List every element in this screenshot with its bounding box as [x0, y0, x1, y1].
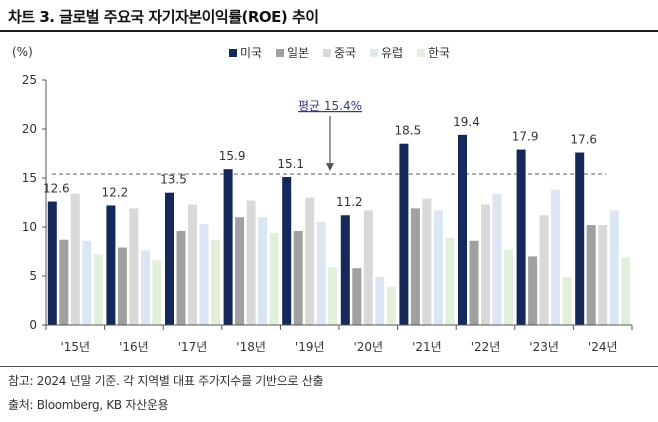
data-label-'15년: 12.6 — [43, 182, 70, 196]
bar-미국-'19년 — [282, 177, 292, 325]
bar-중국-'22년 — [481, 204, 490, 325]
data-label-'23년: 17.9 — [512, 130, 539, 144]
bar-유럽-'20년 — [375, 276, 385, 325]
legend-swatch-한국 — [417, 49, 425, 57]
bar-중국-'24년 — [598, 225, 608, 325]
bar-한국-'19년 — [328, 267, 338, 325]
x-tick-label: '16년 — [119, 340, 149, 354]
bar-한국-'16년 — [152, 260, 162, 325]
legend-label-미국: 미국 — [240, 46, 262, 60]
bar-일본-'16년 — [117, 247, 127, 325]
bar-중국-'23년 — [539, 215, 549, 325]
bar-한국-'18년 — [269, 232, 279, 325]
legend-swatch-미국 — [229, 49, 237, 57]
footnote-note: 참고: 2024 년말 기준. 각 지역별 대표 주가지수를 기반으로 산출 — [8, 374, 324, 388]
y-tick-label: 20 — [22, 122, 37, 136]
bar-한국-'20년 — [386, 286, 396, 325]
data-label-'24년: 17.6 — [570, 133, 597, 147]
bar-미국-'15년 — [47, 201, 57, 325]
y-axis-unit-label: (%) — [12, 45, 33, 59]
bar-유럽-'15년 — [82, 240, 92, 325]
bar-미국-'20년 — [340, 215, 350, 325]
legend-swatch-중국 — [323, 49, 331, 57]
bar-일본-'24년 — [586, 225, 596, 325]
chart-title: 차트 3. 글로벌 주요국 자기자본이익률(ROE) 추이 — [8, 8, 319, 26]
bar-일본-'17년 — [176, 230, 186, 325]
bar-미국-'16년 — [106, 205, 116, 325]
bar-미국-'18년 — [223, 169, 233, 325]
bar-일본-'20년 — [352, 268, 362, 325]
bar-유럽-'16년 — [140, 250, 150, 325]
legend-swatch-일본 — [276, 49, 284, 57]
bar-중국-'21년 — [422, 198, 432, 325]
data-label-'16년: 12.2 — [102, 185, 129, 199]
data-label-'22년: 19.4 — [453, 115, 480, 129]
y-tick-label: 10 — [22, 220, 37, 234]
bar-일본-'21년 — [410, 208, 420, 325]
average-annotation-label: 평균 15.4% — [298, 99, 362, 113]
bar-중국-'18년 — [246, 200, 256, 325]
bar-중국-'15년 — [70, 193, 80, 325]
legend-label-중국: 중국 — [334, 46, 356, 60]
x-tick-label: '20년 — [353, 340, 383, 354]
roe-bar-chart: (%) 0 5 10 15 20 25 '15년 '16년 '17년 '18년 '19년 '20년 '21… — [12, 45, 633, 354]
annotation-arrow-head — [326, 163, 334, 172]
bar-일본-'18년 — [235, 217, 245, 325]
bar-한국-'23년 — [562, 276, 572, 325]
x-tick-label: '18년 — [236, 340, 266, 354]
bar-유럽-'21년 — [433, 210, 443, 325]
bar-유럽-'24년 — [609, 210, 619, 325]
footnote-source: 출처: Bloomberg, KB 자산운용 — [8, 398, 169, 412]
x-tick-label: '15년 — [60, 340, 90, 354]
x-tick-label: '19년 — [295, 340, 325, 354]
bar-유럽-'22년 — [492, 193, 502, 325]
bar-일본-'15년 — [59, 239, 69, 325]
bar-미국-'23년 — [516, 149, 526, 325]
bar-한국-'21년 — [445, 237, 455, 325]
bar-중국-'20년 — [363, 210, 373, 325]
bar-유럽-'18년 — [258, 217, 268, 325]
bar-유럽-'19년 — [316, 222, 326, 325]
bar-일본-'23년 — [528, 256, 538, 325]
bar-중국-'17년 — [188, 204, 197, 325]
legend-label-유럽: 유럽 — [381, 46, 403, 60]
bar-미국-'24년 — [575, 152, 585, 325]
y-tick-label: 15 — [22, 171, 37, 185]
bar-한국-'22년 — [504, 249, 513, 325]
bar-중국-'19년 — [305, 197, 315, 325]
bar-일본-'19년 — [293, 230, 303, 325]
y-tick-label: 25 — [22, 73, 37, 87]
data-label-'18년: 15.9 — [219, 149, 246, 163]
bar-유럽-'23년 — [551, 189, 561, 325]
bar-한국-'24년 — [621, 257, 631, 325]
x-tick-label: '23년 — [529, 340, 559, 354]
footer-divider — [0, 366, 658, 367]
x-tick-label: '24년 — [588, 340, 618, 354]
data-label-'17년: 13.5 — [160, 173, 187, 187]
data-label-'19년: 15.1 — [277, 157, 304, 171]
bar-한국-'15년 — [93, 254, 103, 325]
legend-label-일본: 일본 — [287, 46, 309, 60]
bar-미국-'17년 — [165, 192, 174, 325]
bar-일본-'22년 — [469, 240, 479, 325]
bar-미국-'21년 — [399, 143, 409, 325]
x-tick-label: '17년 — [178, 340, 208, 354]
legend-label-한국: 한국 — [428, 46, 450, 60]
x-tick-label: '22년 — [471, 340, 501, 354]
data-label-'20년: 11.2 — [336, 195, 363, 209]
data-label-'21년: 18.5 — [395, 124, 422, 138]
bar-한국-'17년 — [211, 239, 220, 325]
y-tick-label: 5 — [29, 269, 37, 283]
bar-중국-'16년 — [129, 208, 139, 325]
legend-swatch-유럽 — [370, 49, 378, 57]
y-tick-label: 0 — [29, 318, 37, 332]
bar-미국-'22년 — [458, 134, 467, 325]
x-tick-label: '21년 — [412, 340, 442, 354]
bar-유럽-'17년 — [199, 224, 209, 325]
title-divider — [0, 30, 658, 32]
